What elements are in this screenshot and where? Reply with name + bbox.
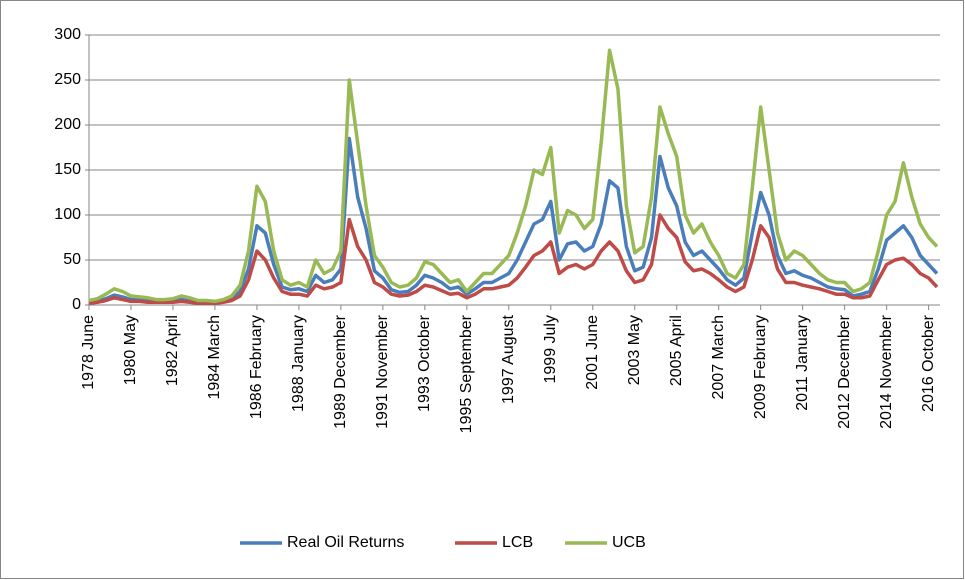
x-tick-label: 2007 March bbox=[710, 315, 727, 400]
x-tick-label: 1995 September bbox=[458, 314, 475, 433]
x-tick-label: 1999 July bbox=[542, 315, 559, 384]
x-tick-label: 2011 January bbox=[794, 315, 811, 411]
x-tick-label: 2014 November bbox=[878, 314, 895, 429]
y-tick-label: 250 bbox=[54, 71, 81, 88]
x-tick-label: 1989 December bbox=[332, 314, 349, 429]
legend-label: LCB bbox=[502, 534, 533, 551]
series-line bbox=[88, 48, 939, 304]
x-tick-label: 1991 November bbox=[374, 314, 391, 429]
x-tick-label: 2003 May bbox=[626, 315, 643, 385]
y-tick-label: 300 bbox=[54, 26, 81, 43]
x-tick-label: 1993 October bbox=[416, 314, 433, 412]
x-tick-label: 1978 June bbox=[80, 315, 97, 390]
y-tick-label: 150 bbox=[54, 161, 81, 178]
x-tick-label: 1988 January bbox=[290, 315, 307, 412]
x-tick-label: 1982 April bbox=[164, 315, 181, 386]
legend-label: Real Oil Returns bbox=[287, 534, 404, 551]
legend-label: UCB bbox=[612, 534, 646, 551]
x-tick-label: 2005 April bbox=[668, 315, 685, 386]
x-tick-label: 2012 December bbox=[836, 314, 853, 429]
x-tick-label: 1997 August bbox=[500, 314, 517, 404]
x-tick-label: 2016 October bbox=[920, 314, 937, 412]
y-tick-label: 0 bbox=[72, 296, 81, 313]
x-tick-label: 1984 March bbox=[206, 315, 223, 400]
x-tick-label: 1986 February bbox=[248, 315, 265, 419]
y-tick-label: 200 bbox=[54, 116, 81, 133]
series-line bbox=[88, 213, 939, 305]
x-tick-label: 1980 May bbox=[122, 315, 139, 385]
y-tick-label: 50 bbox=[63, 251, 81, 268]
x-tick-label: 2001 June bbox=[584, 315, 601, 390]
y-tick-label: 100 bbox=[54, 206, 81, 223]
x-tick-label: 2009 February bbox=[752, 315, 769, 419]
